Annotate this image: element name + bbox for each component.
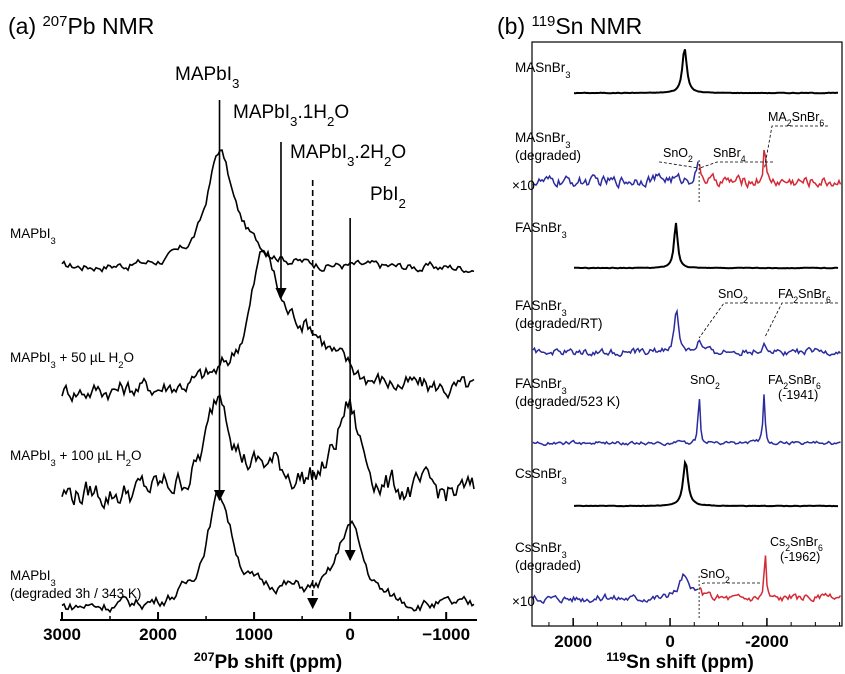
sn-series-label-3: FASnBr3: [515, 220, 567, 241]
pb-tick-label-3: 1000: [235, 625, 273, 644]
pb-spectrum-1: [61, 149, 475, 274]
sn-annotation-3: MA2SnBr6: [768, 110, 824, 128]
sn-spectrum-7: [532, 572, 699, 604]
pb-spectrum-3: [61, 394, 475, 511]
sn-annotation-9: Cs2SnBr6: [770, 535, 823, 553]
sn-annotation-4: SnO2: [718, 287, 748, 305]
pb-series-label-4: MAPbI3: [10, 568, 56, 589]
pb-tick-label-1: 3000: [43, 625, 81, 644]
sn-series-label-2-line2: (degraded): [515, 148, 581, 163]
sn-annotation-7-value: (-1941): [778, 388, 818, 402]
panel-b-title: (b) 119Sn NMR: [497, 13, 642, 40]
sn-spectrum-6: [574, 459, 838, 508]
panel-b-frame: [531, 41, 843, 627]
sn-annotation-leader-8: [699, 582, 760, 585]
pb-tick-label-2: 2000: [139, 625, 177, 644]
sn-annotation-6: SnO2: [690, 373, 720, 391]
sn-spectrum-4: [532, 308, 842, 358]
panel-b-series-labels: MASnBr3MASnBr3(degraded)×10FASnBr3FASnBr…: [512, 60, 620, 609]
pb-series-label-1: MAPbI3: [10, 226, 56, 247]
sn-series-label-4: FASnBr3: [515, 298, 567, 319]
sn-annotation-7: FA2SnBr6: [768, 373, 821, 391]
pb-series-label-3: MAPbI3 + 100 µL H2O: [10, 448, 141, 469]
panel-b-annotations: SnO2 SnBr4 MA2SnBr6 SnO2 FA2SnBr6 SnO2 FA2SnBr…: [659, 110, 838, 585]
sn-annotation-1: SnO2: [663, 146, 693, 164]
sn-spectrum-1: [573, 49, 839, 95]
panel-b-x-axis-label: 119Sn shift (ppm): [606, 650, 754, 673]
sn-tick-label-2: 0: [665, 632, 674, 651]
sn-annotation-2: SnBr4: [713, 146, 746, 164]
sn-annotation-leader-5: [764, 302, 838, 339]
sn-scale-label-7: ×10: [512, 594, 535, 609]
sn-series-label-7-line2: (degraded): [515, 558, 581, 573]
sn-annotation-leader-1: [659, 161, 699, 169]
sn-series-label-7: CsSnBr3: [515, 540, 567, 561]
sn-tick-label-1: 2000: [554, 632, 592, 651]
sn-tick-label-3: -2000: [745, 632, 788, 651]
pb-annotation-2: MAPbI3.1H2O: [233, 102, 349, 129]
sn-series-label-5: FASnBr3: [515, 376, 567, 397]
panel-a-spectra: [61, 149, 475, 614]
pb-series-label-4-line2: (degraded 3h / 343 K): [10, 586, 141, 601]
panel-b-spectra: [532, 49, 842, 618]
pb-annotation-3: MAPbI3.2H2O: [290, 142, 406, 169]
pb-annotation-1: MAPbI3: [175, 64, 239, 91]
sn-scale-label-2: ×10: [512, 178, 535, 193]
panel-a-annotations: MAPbI3 MAPbI3.1H2O MAPbI3.2H2O PbI2: [175, 64, 406, 610]
sn-annotation-leader-3: [764, 125, 828, 169]
panel-b-x-ticks: 2000 0 -2000: [548, 618, 841, 651]
sn-annotation-9-value: (-1962): [780, 550, 820, 564]
panel-a-x-ticks: 3000 2000 1000 0 −1000: [43, 612, 470, 644]
sn-annotation-5: FA2SnBr6: [778, 287, 831, 305]
pb-series-label-2: MAPbI3 + 50 µL H2O: [10, 350, 134, 371]
sn-series-label-5-line2: (degraded/523 K): [515, 394, 620, 409]
sn-series-label-1: MASnBr3: [515, 60, 571, 81]
sn-series-label-6: CsSnBr3: [515, 466, 567, 487]
sn-spectrum-7-high: [698, 555, 842, 603]
pb-tick-label-5: −1000: [422, 625, 470, 644]
panel-b-sn-nmr: (b) 119Sn NMR MASnBr3MASnBr3(degraded)×1…: [497, 13, 843, 673]
panel-a-series-labels: MAPbI3 MAPbI3 + 50 µL H2O MAPbI3 + 100 µL …: [10, 226, 141, 601]
sn-spectrum-2: [532, 161, 699, 190]
sn-annotation-leader-2: [699, 161, 773, 169]
panel-a-title: (a) 207Pb NMR: [8, 13, 154, 40]
sn-spectrum-3: [574, 222, 839, 270]
pb-annotation-4: PbI2: [370, 184, 406, 211]
sn-series-label-4-line2: (degraded/RT): [515, 316, 603, 331]
sn-annotation-leader-4: [698, 302, 778, 339]
sn-annotation-8: SnO2: [700, 567, 730, 585]
sn-series-label-2: MASnBr3: [515, 130, 571, 151]
panel-a-x-axis-label: 207Pb shift (ppm): [194, 650, 342, 673]
sn-spectrum-5: [532, 394, 841, 447]
pb-spectrum-4: [61, 492, 475, 614]
sn-spectrum-2-high: [698, 149, 842, 190]
pb-spectrum-2: [61, 249, 475, 404]
pb-tick-label-4: 0: [345, 625, 354, 644]
